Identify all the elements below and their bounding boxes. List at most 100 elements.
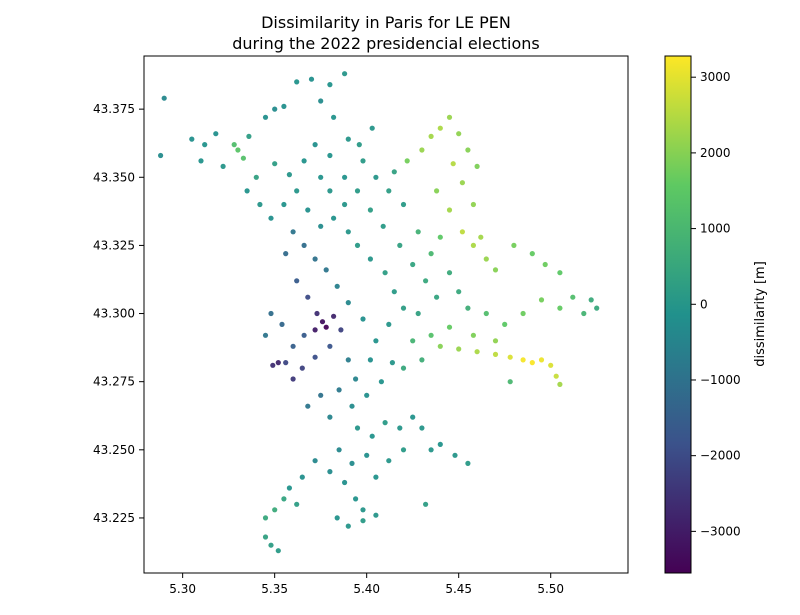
data-point [465, 147, 471, 153]
data-point [529, 360, 535, 366]
data-point [400, 305, 407, 311]
data-point [588, 297, 594, 303]
data-point [410, 338, 416, 344]
data-point [391, 169, 397, 175]
data-point [262, 332, 269, 338]
data-point [312, 327, 318, 333]
data-point [360, 316, 366, 322]
data-point [281, 201, 287, 208]
colorbar-tick-label: −1000 [700, 373, 741, 387]
data-point [281, 496, 287, 502]
data-point [557, 381, 563, 387]
data-point [318, 392, 324, 398]
chart-title-line-2: during the 2022 presidencial elections [232, 34, 540, 53]
data-point [548, 362, 554, 368]
x-tick-label: 5.40 [353, 582, 380, 596]
data-point [305, 294, 311, 300]
y-tick-label: 43.250 [93, 443, 135, 457]
x-axis: 5.30 5.35 5.40 5.45 5.50 [169, 573, 564, 596]
data-point [419, 147, 425, 153]
data-point [318, 98, 324, 104]
data-point [386, 321, 392, 327]
colorbar-tick-label: 0 [700, 297, 708, 311]
data-point [336, 447, 342, 453]
colorbar-tick-label: 3000 [700, 70, 731, 84]
data-point [286, 172, 292, 178]
data-point [465, 460, 471, 466]
data-point [446, 270, 453, 276]
data-point [301, 242, 307, 248]
data-point [345, 136, 351, 142]
data-point [456, 131, 462, 137]
data-point [290, 343, 296, 349]
data-point [290, 229, 296, 235]
data-point [492, 338, 499, 344]
colorbar-tick-label: −2000 [700, 449, 741, 463]
data-point [452, 452, 458, 458]
data-point [553, 373, 559, 379]
data-point [382, 420, 388, 426]
data-point [474, 163, 480, 169]
data-point [428, 332, 434, 338]
colorbar-tick-label: 1000 [700, 222, 731, 236]
data-point [301, 332, 307, 338]
data-point [369, 433, 375, 439]
data-point [470, 332, 476, 338]
x-tick-label: 5.50 [537, 582, 564, 596]
data-point [345, 300, 351, 306]
data-point [272, 161, 278, 167]
data-point [450, 161, 456, 167]
data-point [327, 469, 333, 475]
data-point [275, 360, 281, 366]
data-point [373, 338, 379, 344]
data-point [268, 310, 274, 317]
data-point [349, 460, 355, 466]
data-point [386, 188, 392, 194]
data-point [353, 496, 359, 502]
data-point [542, 261, 548, 268]
data-point [318, 174, 324, 180]
data-point [327, 82, 333, 88]
data-point [437, 125, 443, 131]
data-point [202, 142, 208, 148]
data-point [364, 392, 370, 398]
x-tick-label: 5.35 [261, 582, 288, 596]
x-tick-label: 5.45 [445, 582, 472, 596]
data-point [220, 163, 226, 169]
data-point [470, 242, 476, 248]
data-point [400, 365, 407, 371]
data-point [323, 267, 329, 273]
data-point [373, 474, 379, 480]
data-point [360, 507, 366, 513]
data-point [318, 223, 324, 229]
data-point [415, 310, 421, 317]
data-point [231, 142, 237, 148]
data-point [305, 403, 311, 409]
data-point [262, 534, 269, 540]
data-point [557, 270, 563, 276]
data-point [331, 313, 337, 319]
data-point [327, 343, 333, 349]
data-point [360, 518, 366, 524]
data-point [257, 201, 263, 208]
data-point [262, 515, 269, 521]
data-point [354, 425, 361, 431]
data-point [294, 501, 300, 507]
colorbar-tick-label: 2000 [700, 146, 731, 160]
data-point [367, 207, 373, 213]
data-point [262, 114, 269, 120]
scatter-points [158, 71, 600, 554]
data-point [400, 447, 407, 453]
data-point [283, 360, 289, 366]
data-point [423, 278, 429, 284]
data-point [380, 223, 386, 229]
y-tick-label: 43.275 [93, 375, 135, 389]
data-point [294, 278, 300, 284]
data-point [502, 321, 508, 327]
data-point [283, 251, 289, 257]
data-point [268, 542, 274, 548]
data-point [419, 357, 425, 363]
data-point [253, 174, 259, 180]
data-point [213, 131, 219, 137]
